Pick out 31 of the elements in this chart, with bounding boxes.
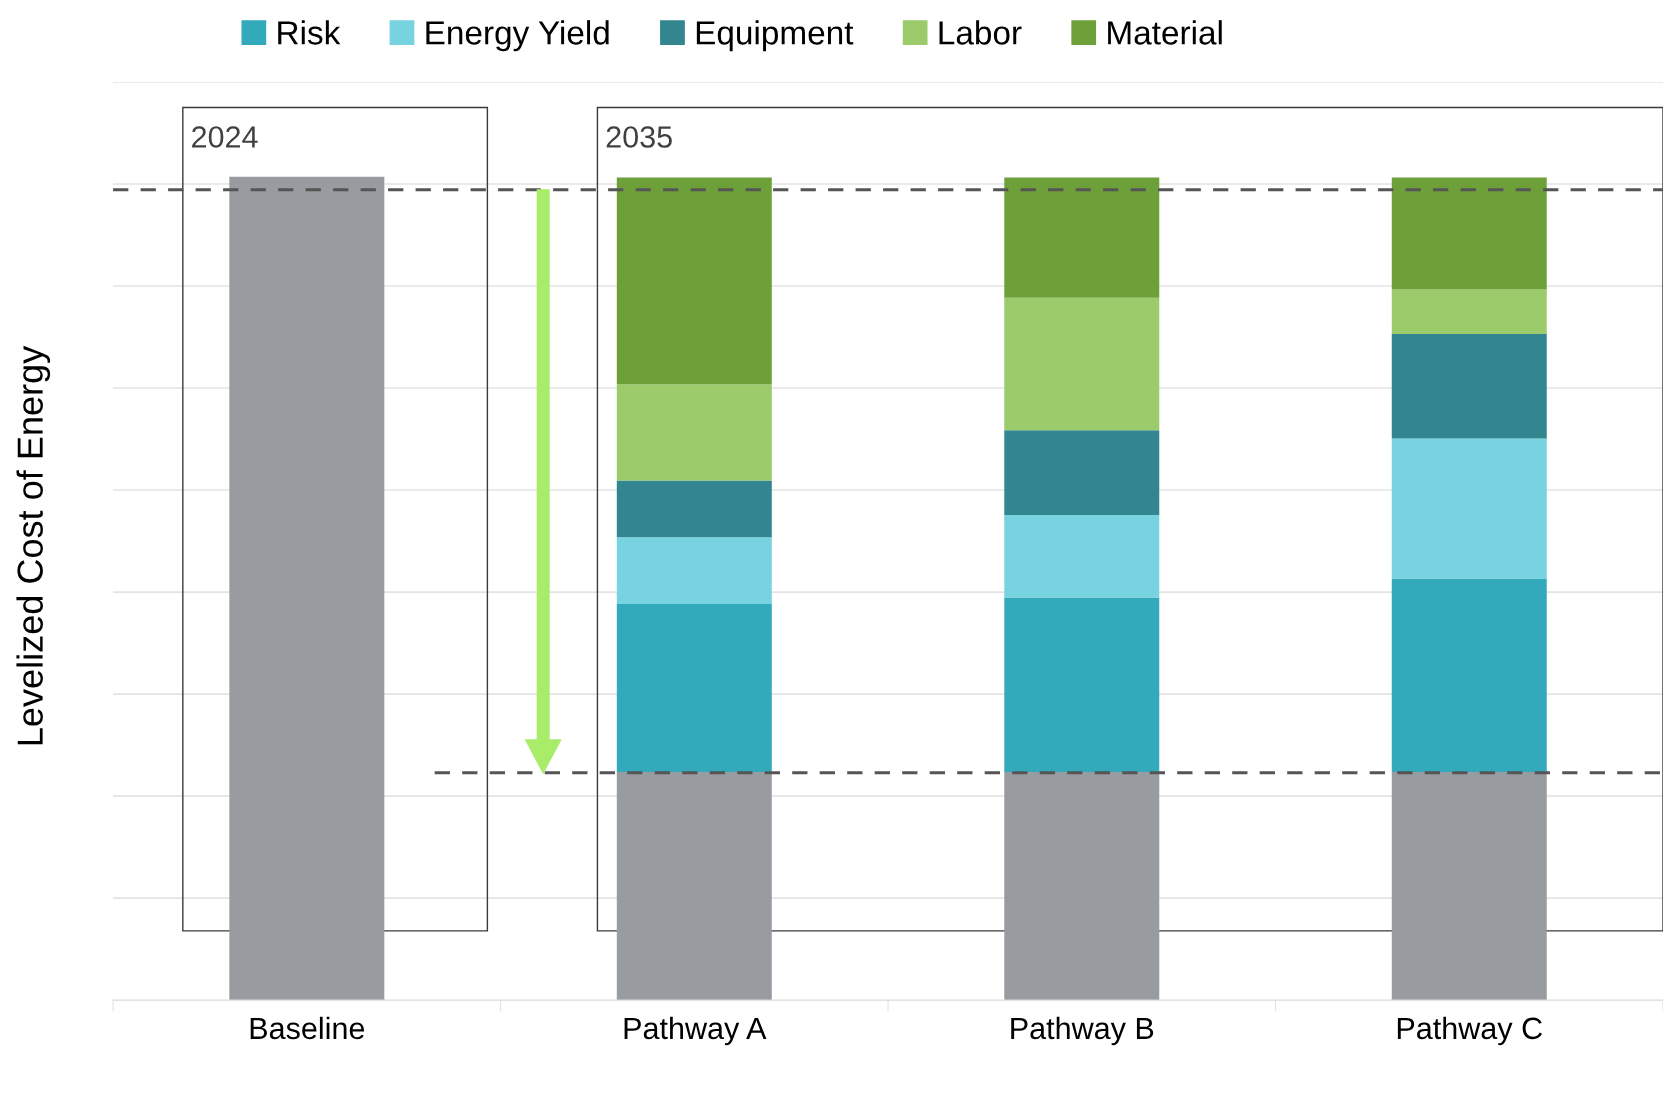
bar	[1391, 772, 1547, 1001]
legend-label: Equipment	[696, 20, 854, 52]
bar	[1004, 515, 1160, 598]
bar	[1004, 297, 1160, 431]
bar	[1391, 333, 1547, 439]
x-tick-label: Pathway B	[1011, 1016, 1154, 1046]
bar	[1391, 289, 1547, 334]
bar	[616, 480, 772, 538]
bar	[229, 176, 385, 1001]
legend-label: Material	[1108, 20, 1222, 45]
x-tick-label: Pathway A	[624, 1016, 767, 1046]
y-axis-title: Levelized Cost of Energy	[16, 345, 51, 745]
bar	[616, 384, 772, 481]
legend-label: Risk	[278, 20, 341, 45]
bar	[1004, 772, 1160, 1001]
bar	[616, 772, 772, 1001]
text: 2024	[192, 126, 258, 148]
legend-label: Labor	[939, 20, 1022, 45]
legend-label: Energy Yield	[426, 20, 609, 52]
bar	[616, 604, 772, 773]
bar	[1391, 578, 1547, 773]
bar	[616, 177, 772, 385]
bar	[1004, 430, 1160, 516]
x-tick-label: Baseline	[250, 1016, 365, 1040]
bar	[1004, 177, 1160, 298]
bar	[1391, 177, 1547, 290]
bar	[616, 537, 772, 605]
bar	[1391, 438, 1547, 579]
x-tick-label: Pathway C	[1397, 1016, 1542, 1046]
text: 2035	[606, 126, 672, 148]
bar	[1004, 597, 1160, 773]
